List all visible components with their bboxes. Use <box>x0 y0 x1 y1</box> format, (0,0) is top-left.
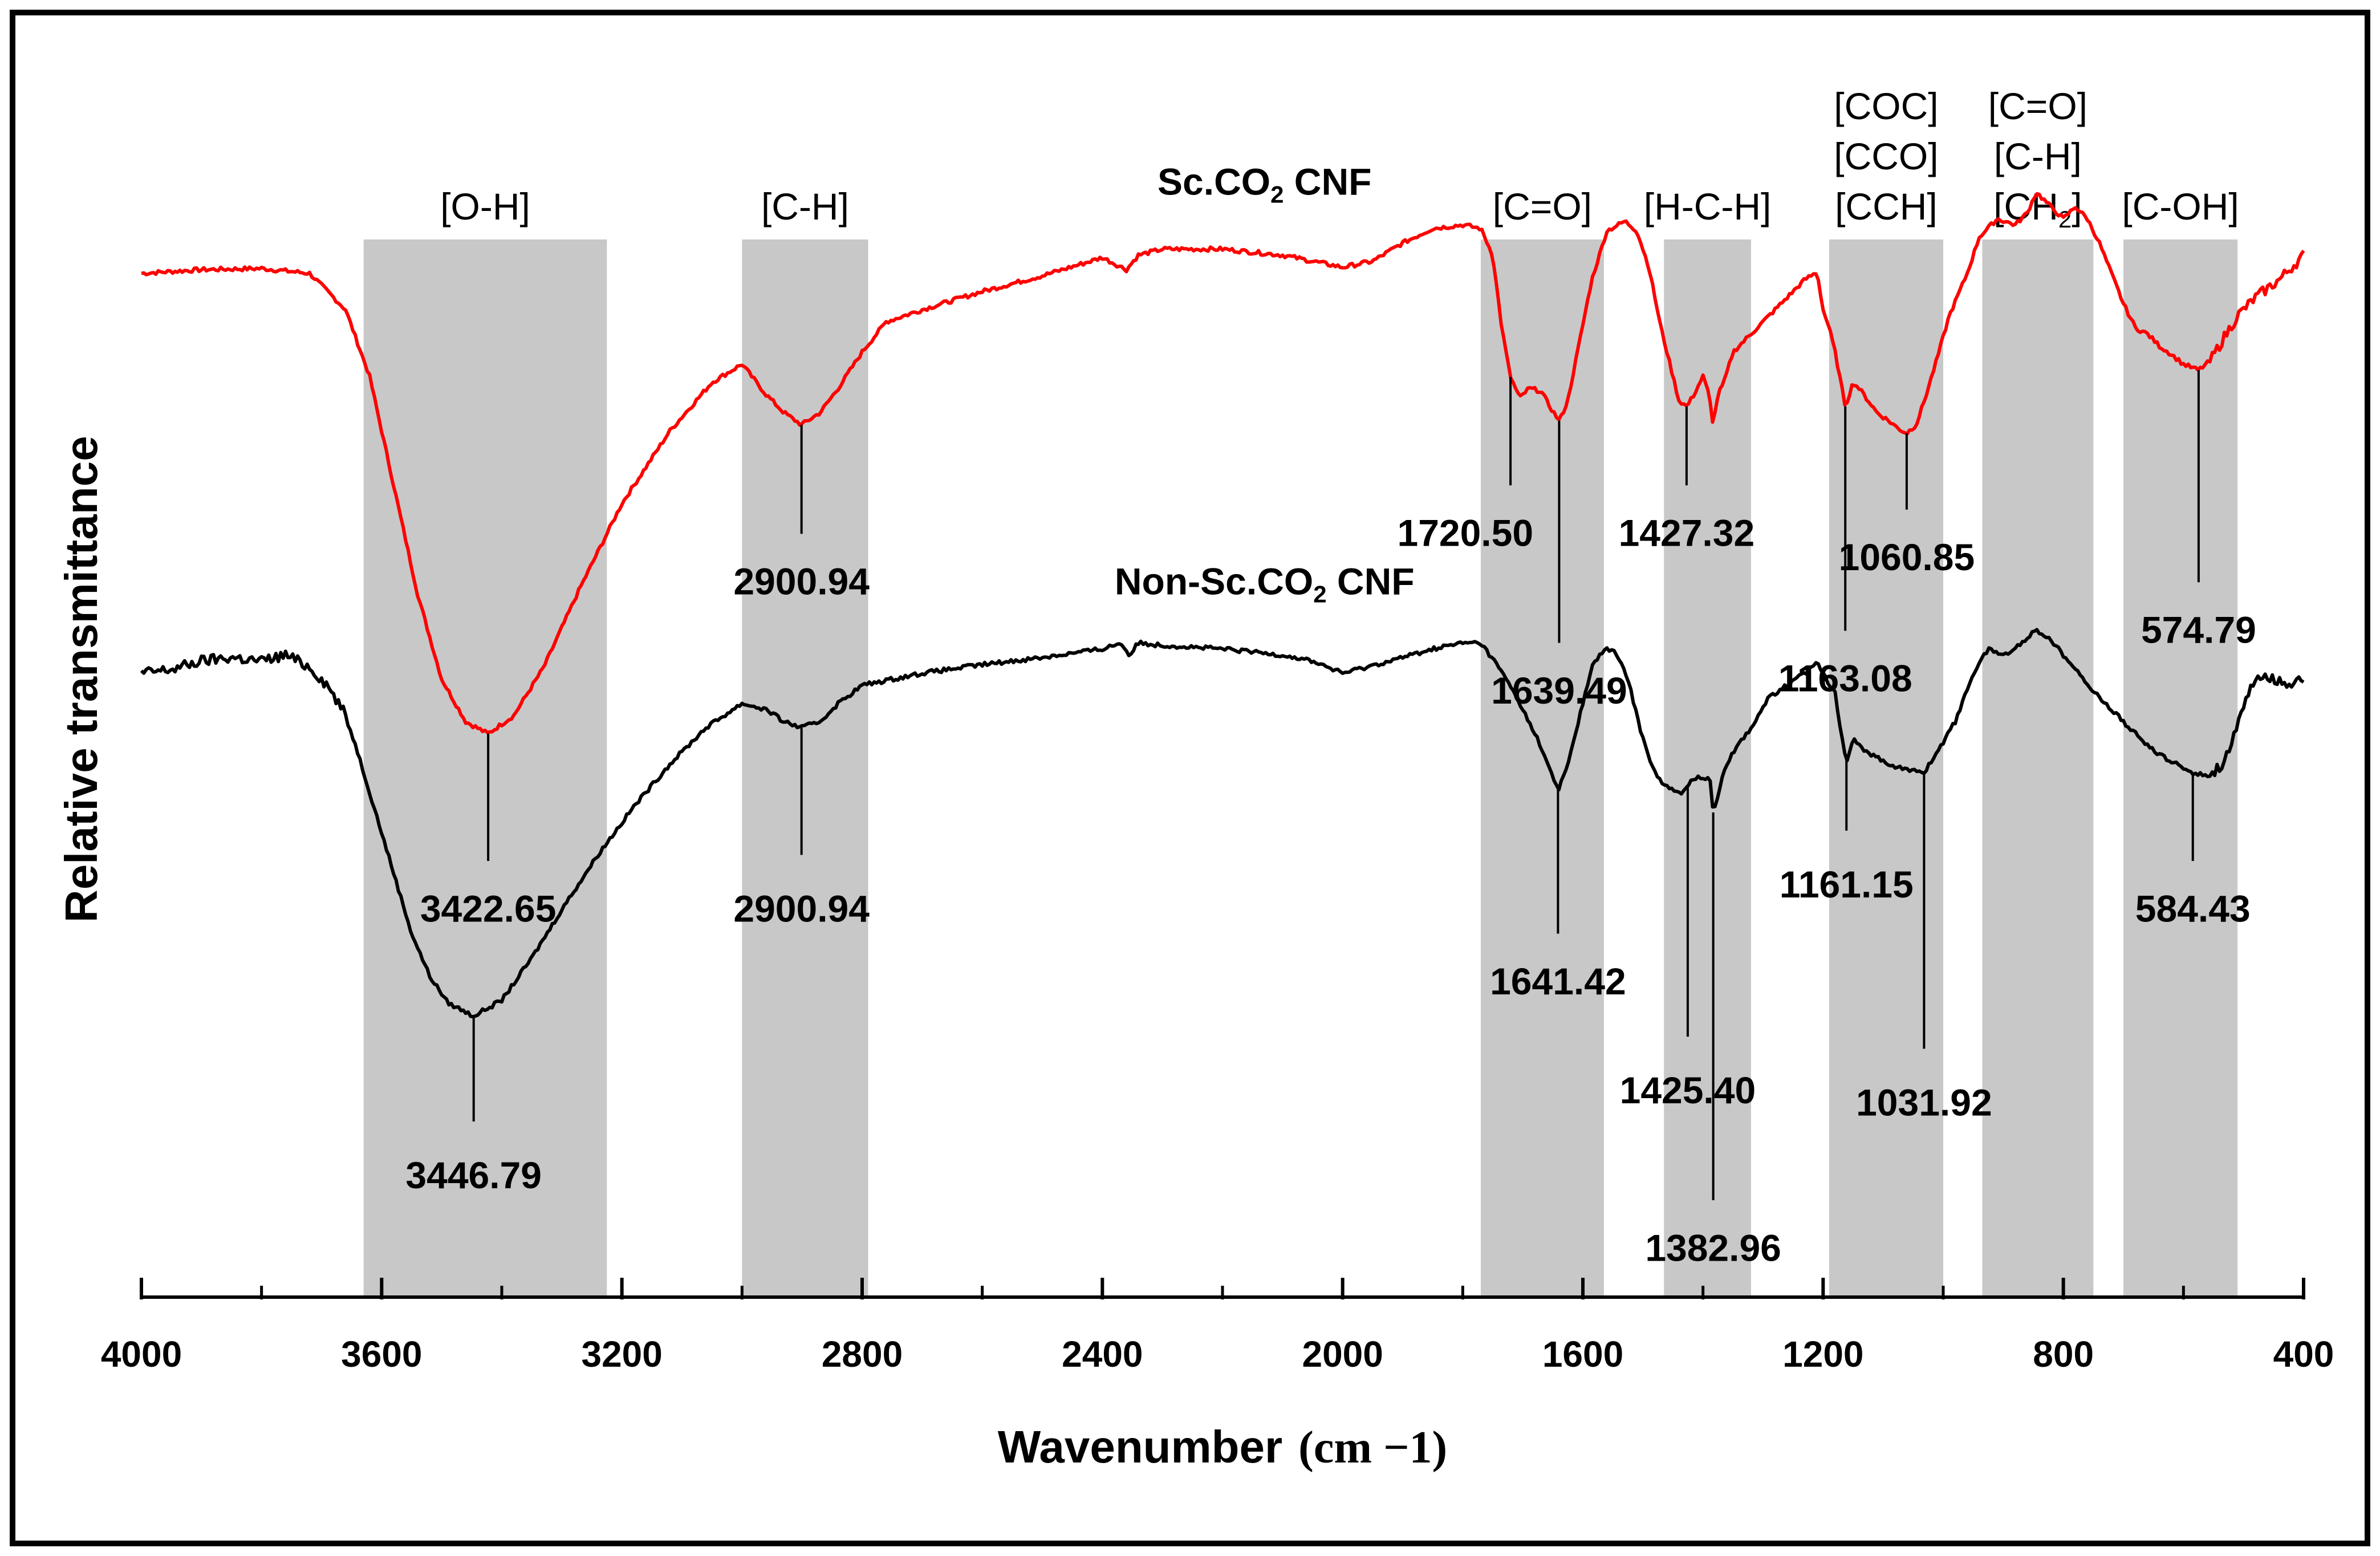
peak-label-584-43: 584.43 <box>2135 887 2251 929</box>
band-label-c-h: [C-H] <box>1994 135 2082 177</box>
peak-label-3446-79: 3446.79 <box>405 1154 542 1196</box>
x-tick-label-2800: 2800 <box>822 1334 903 1375</box>
band-label-c-h: [C-H] <box>761 185 849 227</box>
x-tick-label-400: 400 <box>2273 1334 2334 1375</box>
band-region-5 <box>1829 239 1943 1297</box>
x-tick-label-3200: 3200 <box>581 1334 662 1375</box>
x-tick-label-800: 800 <box>2033 1334 2094 1375</box>
series-line-sc-co2-cnf <box>141 192 2305 734</box>
band-region-6 <box>1982 239 2094 1297</box>
y-axis-title: Relative transmittance <box>56 436 107 923</box>
figure-border <box>10 10 2370 1546</box>
peak-label-1641-42: 1641.42 <box>1490 960 1626 1002</box>
x-tick-label-2000: 2000 <box>1302 1334 1383 1375</box>
x-tick-label-4000: 4000 <box>101 1334 182 1375</box>
series-label-non-sc-co2-cnf: Non-Sc.CO2 CNF <box>1115 560 1415 608</box>
x-axis-title-text: Wavenumber <box>998 1421 1282 1472</box>
band-label-c-o: [C=O] <box>1988 85 2087 127</box>
peak-label-2900-94: 2900.94 <box>733 560 870 603</box>
peak-label-1163-08: 1163.08 <box>1778 657 1912 700</box>
band-region-2 <box>742 239 868 1297</box>
band-label-h-c-h: [H-C-H] <box>1644 185 1772 227</box>
band-region-1 <box>363 239 607 1297</box>
peak-label-1427-32: 1427.32 <box>1619 512 1755 554</box>
peak-label-1425-40: 1425.40 <box>1620 1069 1756 1111</box>
series-label-sc-co2-cnf: Sc.CO2 CNF <box>1157 160 1371 208</box>
band-label-o-h: [O-H] <box>440 185 530 227</box>
band-region-4 <box>1664 239 1751 1297</box>
x-axis: 4000 3600 3200 2800 2400 2000 1600 1200 800 400 <box>101 1278 2334 1375</box>
peak-label-1161-15: 1161.15 <box>1780 863 1914 905</box>
band-region-3 <box>1480 239 1604 1297</box>
band-label-ch2: [CH2] <box>1993 185 2082 233</box>
band-highlights: [O-H] [C-H] [C=O] [H-C-H] [COC] [CCO] [CCH] [C=… <box>363 85 2239 1297</box>
x-tick-label-1200: 1200 <box>1782 1334 1863 1375</box>
band-label-c-oh: [C-OH] <box>2122 185 2239 227</box>
band-label-cco: [CCO] <box>1834 135 1938 177</box>
x-tick-label-2400: 2400 <box>1062 1334 1143 1375</box>
peak-label-574-79: 574.79 <box>2141 609 2256 651</box>
series-line-non-sc-co2-cnf <box>140 628 2305 1019</box>
peak-label-1720-50: 1720.50 <box>1397 512 1533 554</box>
band-label-c-o: [C=O] <box>1493 185 1592 227</box>
x-tick-label-3600: 3600 <box>341 1334 422 1375</box>
band-label-coc: [COC] <box>1834 85 1938 127</box>
x-tick-label-1600: 1600 <box>1542 1334 1623 1375</box>
peak-annotations: 3422.65 2900.94 1720.50 1639.49 1427.32 1163.… <box>405 370 2256 1269</box>
peak-label-2900-94: 2900.94 <box>733 887 870 929</box>
peak-label-1639-49: 1639.49 <box>1491 669 1627 712</box>
peak-label-1382-96: 1382.96 <box>1645 1226 1781 1269</box>
peak-label-1031-92: 1031.92 <box>1856 1081 1992 1123</box>
peak-label-3422-65: 3422.65 <box>420 887 557 929</box>
peak-label-1060-85: 1060.85 <box>1839 536 1975 578</box>
band-label-cch: [CCH] <box>1835 185 1938 227</box>
x-axis-title: Wavenumber (cm −1) <box>998 1421 1447 1473</box>
spectrum-series: Sc.CO2 CNF Non-Sc.CO2 CNF <box>140 160 2305 1019</box>
x-axis-title-unit: (cm −1) <box>1298 1423 1447 1473</box>
